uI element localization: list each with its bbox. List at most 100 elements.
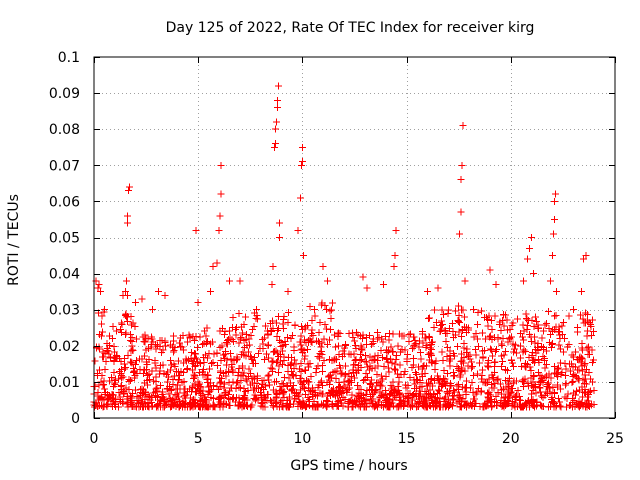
roti-outlier-point [359,273,367,281]
roti-point [459,395,467,403]
roti-point [379,338,387,346]
roti-point [524,382,532,390]
roti-point [162,342,170,350]
roti-point [558,369,566,377]
roti-outlier-point [546,277,554,285]
roti-point [238,329,246,337]
roti-point [440,377,448,385]
roti-point [512,393,520,401]
roti-point [232,325,240,333]
roti-point [261,322,269,330]
roti-point [556,345,564,353]
roti-point [287,334,295,342]
roti-point [372,402,380,410]
roti-point [418,373,426,381]
roti-point [425,401,433,409]
roti-point [555,364,563,372]
roti-point [264,354,272,362]
roti-point [239,364,247,372]
roti-point [565,312,573,320]
roti-point [290,347,298,355]
roti-point [283,333,291,341]
roti-point [510,348,518,356]
roti-point [578,362,586,370]
roti-point [447,355,455,363]
scatter-points [90,82,598,411]
roti-point [558,322,566,330]
roti-point [497,352,505,360]
roti-outlier-point [271,125,279,133]
roti-point [523,360,531,368]
roti-point [361,352,369,360]
roti-point [444,343,452,351]
roti-point [366,353,374,361]
roti-point [233,379,241,387]
roti-point [305,384,313,392]
roti-point [366,392,374,400]
roti-point [339,347,347,355]
roti-point [507,333,515,341]
roti-point [311,389,319,397]
roti-point [147,343,155,351]
roti-point [241,313,249,321]
roti-point [124,351,132,359]
roti-point [528,348,536,356]
roti-point [259,340,267,348]
roti-outlier-point [192,226,200,234]
roti-outlier-point [207,288,215,296]
roti-point [229,313,237,321]
roti-point [179,346,187,354]
roti-point [219,351,227,359]
roti-point [197,383,205,391]
roti-point [590,387,598,395]
roti-point [162,398,170,406]
roti-point [412,370,420,378]
roti-point [465,402,473,410]
roti-point [579,315,587,323]
roti-point [519,403,527,411]
roti-point [455,311,463,319]
roti-point [566,360,574,368]
roti-point [205,388,213,396]
roti-point [514,315,522,323]
roti-point [240,351,248,359]
roti-point [243,331,251,339]
roti-outlier-point [124,187,132,195]
roti-point [376,381,384,389]
roti-point [156,367,164,375]
roti-point [418,330,426,338]
roti-point [131,386,139,394]
roti-point [328,401,336,409]
roti-point [322,397,330,405]
roti-point [396,396,404,404]
roti-outlier-point [492,280,500,288]
roti-point [95,330,103,338]
roti-point [263,327,271,335]
roti-point [135,403,143,411]
roti-point [129,369,137,377]
roti-point [318,367,326,375]
roti-point [544,307,552,315]
roti-point [348,391,356,399]
roti-point [167,403,175,411]
roti-point [304,345,312,353]
roti-point [202,332,210,340]
roti-outlier-point [236,277,244,285]
roti-point [232,331,240,339]
roti-point [440,366,448,374]
roti-point [169,332,177,340]
roti-point [481,335,489,343]
roti-point [380,403,388,411]
roti-point [509,397,517,405]
roti-point [472,390,480,398]
roti-point [389,378,397,386]
roti-point [510,401,518,409]
roti-point [579,355,587,363]
roti-point [546,388,554,396]
roti-point [410,385,418,393]
roti-point [91,357,99,365]
roti-point [366,400,374,408]
roti-point [189,399,197,407]
roti-point [254,374,262,382]
